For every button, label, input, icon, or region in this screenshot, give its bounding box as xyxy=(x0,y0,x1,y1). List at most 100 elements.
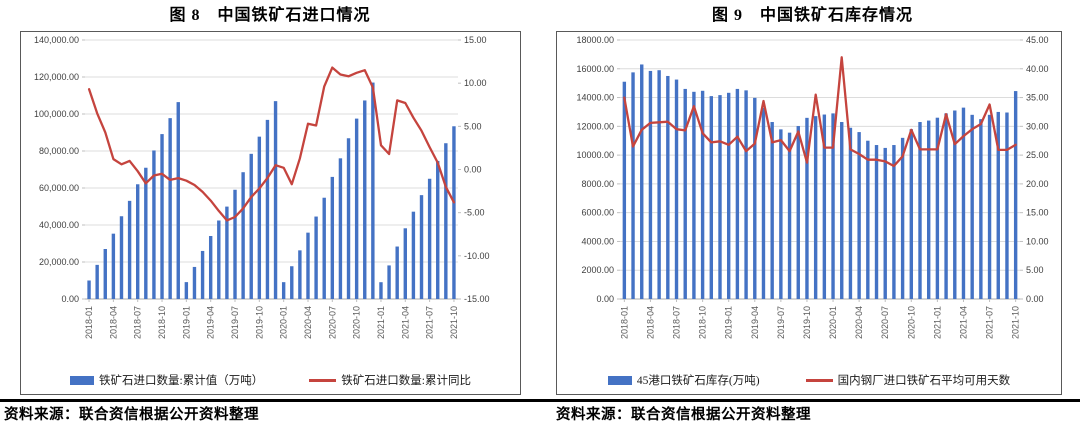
bar xyxy=(979,119,983,299)
svg-text:5.00: 5.00 xyxy=(1026,265,1044,275)
svg-text:2020-04: 2020-04 xyxy=(854,306,864,339)
bar xyxy=(909,129,914,299)
bar xyxy=(622,81,627,299)
bar xyxy=(726,92,731,299)
svg-text:-5.00: -5.00 xyxy=(464,208,485,218)
bar xyxy=(249,153,253,299)
svg-text:100,000.00: 100,000.00 xyxy=(34,109,79,119)
bar xyxy=(944,113,948,299)
svg-text:2018-04: 2018-04 xyxy=(108,306,118,339)
bar-series xyxy=(87,82,456,300)
bar xyxy=(674,79,679,299)
x-axis-labels: 2018-01 2018-04 2018-07 2018-10 2019-01 2019-… xyxy=(619,299,1021,339)
legend-item: 铁矿石进口数量:累计值（万吨） xyxy=(70,372,263,388)
bar xyxy=(168,118,172,300)
bar xyxy=(831,113,835,299)
bar xyxy=(346,138,351,299)
svg-text:2020-01: 2020-01 xyxy=(279,306,289,339)
bar xyxy=(87,280,91,299)
svg-text:60,000.00: 60,000.00 xyxy=(39,183,79,193)
line-series xyxy=(623,56,1017,168)
bar xyxy=(290,266,294,299)
bar xyxy=(796,126,800,299)
bar xyxy=(926,120,931,299)
bar xyxy=(371,82,375,299)
chart-panel-imports: 图 8 中国铁矿石进口情况 0.00 20,000.00 40,000.00 60,0… xyxy=(0,0,540,395)
svg-text:2019-01: 2019-01 xyxy=(724,306,734,339)
bar xyxy=(874,145,879,299)
svg-text:14000.00: 14000.00 xyxy=(576,93,614,103)
svg-text:20.00: 20.00 xyxy=(1026,179,1049,189)
bar xyxy=(395,246,399,299)
bar xyxy=(683,88,687,299)
bar xyxy=(403,228,407,299)
svg-text:0.00: 0.00 xyxy=(61,294,79,304)
bar xyxy=(444,143,448,299)
svg-text:2018-01: 2018-01 xyxy=(619,306,629,339)
bar xyxy=(822,114,827,299)
bar xyxy=(298,250,302,299)
svg-text:30.00: 30.00 xyxy=(1026,121,1049,131)
svg-text:2020-01: 2020-01 xyxy=(828,306,838,339)
bar xyxy=(770,122,774,300)
bar xyxy=(265,119,270,300)
chart-title-inventory: 图 9 中国铁矿石库存情况 xyxy=(711,7,913,24)
bar xyxy=(208,236,213,299)
legend-inventory: 45港口铁矿石库存(万吨) 国内钢厂进口铁矿石平均可用天数 xyxy=(557,366,1061,394)
line-swatch xyxy=(309,378,337,382)
source-note-left: 资料来源：联合资信根据公开资料整理 xyxy=(4,407,259,423)
bar xyxy=(330,176,335,299)
bar xyxy=(692,91,696,299)
svg-text:10.00: 10.00 xyxy=(464,78,487,88)
bar xyxy=(987,114,992,299)
bar xyxy=(709,96,714,299)
svg-text:35.00: 35.00 xyxy=(1026,93,1049,103)
bar xyxy=(452,126,456,299)
legend-label: 铁矿石进口数量:累计值（万吨） xyxy=(99,375,264,387)
bar xyxy=(200,250,205,299)
bar xyxy=(996,111,1000,299)
legend-imports: 铁矿石进口数量:累计值（万吨） 铁矿石进口数量:累计同比 xyxy=(21,366,520,394)
x-axis-labels: 2018-01 2018-04 2018-07 2018-10 2019-01 2019-… xyxy=(84,299,459,339)
bar xyxy=(779,129,783,299)
svg-text:0.00: 0.00 xyxy=(596,294,614,304)
bar-swatch xyxy=(70,375,95,385)
bar xyxy=(314,216,318,299)
bar xyxy=(700,90,705,299)
bar xyxy=(953,110,957,299)
svg-text:10.00: 10.00 xyxy=(1026,236,1049,246)
bar xyxy=(387,265,391,299)
svg-text:140,000.00: 140,000.00 xyxy=(34,35,79,45)
bar xyxy=(640,64,644,299)
bar xyxy=(631,72,635,299)
inventory-chart: 0.00 2000.00 4000.00 6000.00 8000.00 10000.00… xyxy=(576,35,1049,339)
bar-swatch xyxy=(607,375,632,385)
bar xyxy=(883,147,887,299)
bar xyxy=(95,264,99,299)
bar xyxy=(840,122,844,300)
svg-text:15.00: 15.00 xyxy=(1026,208,1049,218)
bar xyxy=(744,90,748,299)
svg-text:2021-04: 2021-04 xyxy=(958,306,968,339)
bar xyxy=(848,127,853,300)
left-axis-labels: 0.00 20,000.00 40,000.00 60,000.00 80,000.00… xyxy=(34,35,79,304)
bar xyxy=(176,102,180,299)
bar xyxy=(857,132,861,299)
svg-text:2019-01: 2019-01 xyxy=(181,306,191,339)
svg-text:2019-07: 2019-07 xyxy=(230,306,240,339)
bar xyxy=(411,211,416,299)
svg-text:2019-10: 2019-10 xyxy=(254,306,264,339)
bar xyxy=(127,200,132,299)
bar xyxy=(935,117,940,299)
svg-text:2018-01: 2018-01 xyxy=(84,306,94,339)
bar xyxy=(436,160,440,299)
imports-chart: 0.00 20,000.00 40,000.00 60,000.00 80,000.00… xyxy=(34,35,490,339)
bar xyxy=(103,249,107,299)
bar xyxy=(241,172,245,299)
svg-text:2019-04: 2019-04 xyxy=(206,306,216,339)
svg-text:5.00: 5.00 xyxy=(464,121,482,131)
chart-frame-imports: 0.00 20,000.00 40,000.00 60,000.00 80,000.00… xyxy=(20,31,521,395)
svg-text:2020-07: 2020-07 xyxy=(880,306,890,339)
bar xyxy=(918,122,922,300)
svg-text:0.00: 0.00 xyxy=(464,165,482,175)
